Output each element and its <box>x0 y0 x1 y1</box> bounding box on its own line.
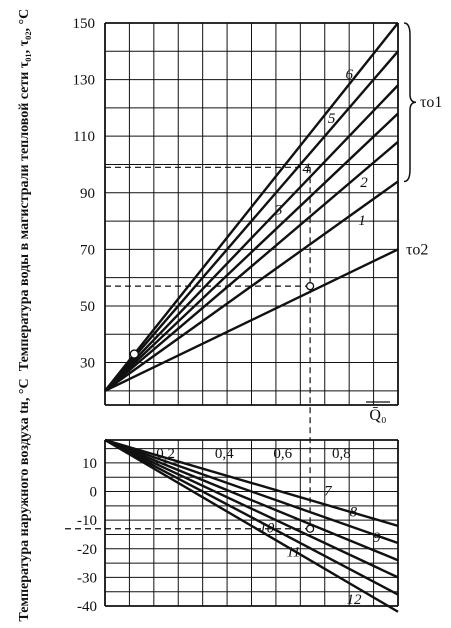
series-line-5 <box>104 50 399 392</box>
series-line-7 <box>104 438 399 528</box>
series-line-6 <box>104 22 399 392</box>
series-line-4 <box>104 84 399 392</box>
series-line-8 <box>104 438 399 545</box>
y-tick-label: 150 <box>73 16 96 32</box>
curve-label-9: 9 <box>373 530 381 546</box>
curve-label-7: 7 <box>324 484 333 500</box>
series-line-12 <box>104 438 399 613</box>
bottom-panel-y-ticks: 10 0 -10 -20 -30 -40 <box>77 456 97 615</box>
y-tick-label: 110 <box>73 129 95 145</box>
bottom-panel-x-ticks: 0,2 0,4 0,6 0,8 <box>156 446 351 462</box>
curve-label-8: 8 <box>350 504 358 520</box>
y-tick-label: 30 <box>80 356 95 372</box>
series-line-3 <box>104 112 399 392</box>
curve-label-4: 4 <box>302 161 310 177</box>
series-line-τo2 <box>104 248 399 392</box>
series-line-9 <box>104 438 399 562</box>
curve-label-3: 3 <box>274 202 283 218</box>
curve-label-1: 1 <box>358 213 366 229</box>
annotations <box>65 166 390 533</box>
curve-label-12: 12 <box>347 592 363 608</box>
y-tick-label: 70 <box>80 242 95 258</box>
top-panel-curve-labels: 1 2 3 4 5 6 τo2 τo1 <box>274 22 442 258</box>
x-tick-label: 0,8 <box>332 446 351 462</box>
series-line-10 <box>104 438 399 579</box>
top-panel-y-ticks: 30 50 70 90 110 130 150 <box>73 16 96 372</box>
bottom-panel-series <box>104 438 399 613</box>
y-tick-label: -40 <box>77 599 97 615</box>
y-tick-label: -10 <box>77 513 97 529</box>
tau-o1-label: τo1 <box>420 94 442 111</box>
y-tick-label: 130 <box>73 73 96 89</box>
x-axis-title: Q̄₀ <box>369 407 386 424</box>
top-panel-series <box>104 22 399 392</box>
cluster-point <box>129 349 139 359</box>
y-tick-label: -30 <box>77 570 97 586</box>
x-tick-label: 0,4 <box>215 446 234 462</box>
y-tick-label: 90 <box>80 186 95 202</box>
top-y-axis-title: Температура воды в магистрали тепловой с… <box>17 9 32 371</box>
curve-label-6: 6 <box>346 67 354 83</box>
series-line-1 <box>104 180 399 392</box>
y-tick-label: 50 <box>80 299 95 315</box>
tau-o1-bracket <box>403 22 417 183</box>
x-tick-label: 0,6 <box>273 446 292 462</box>
curve-label-5: 5 <box>328 111 336 127</box>
series-line-2 <box>104 140 399 392</box>
y-tick-label: -20 <box>77 542 97 558</box>
x-tick-label: 0,2 <box>156 446 175 462</box>
y-tick-label: 10 <box>82 456 97 472</box>
bottom-y-axis-title: Температура наружного воздуха tн, °C <box>17 378 32 621</box>
tau-o2-label: τo2 <box>406 241 428 258</box>
reference-point-tn <box>305 524 315 533</box>
series-line-11 <box>104 438 399 596</box>
curve-label-11: 11 <box>287 544 301 560</box>
y-tick-label: 0 <box>90 485 98 501</box>
reference-point-tau-o2 <box>305 282 315 291</box>
curve-label-2: 2 <box>360 175 368 191</box>
